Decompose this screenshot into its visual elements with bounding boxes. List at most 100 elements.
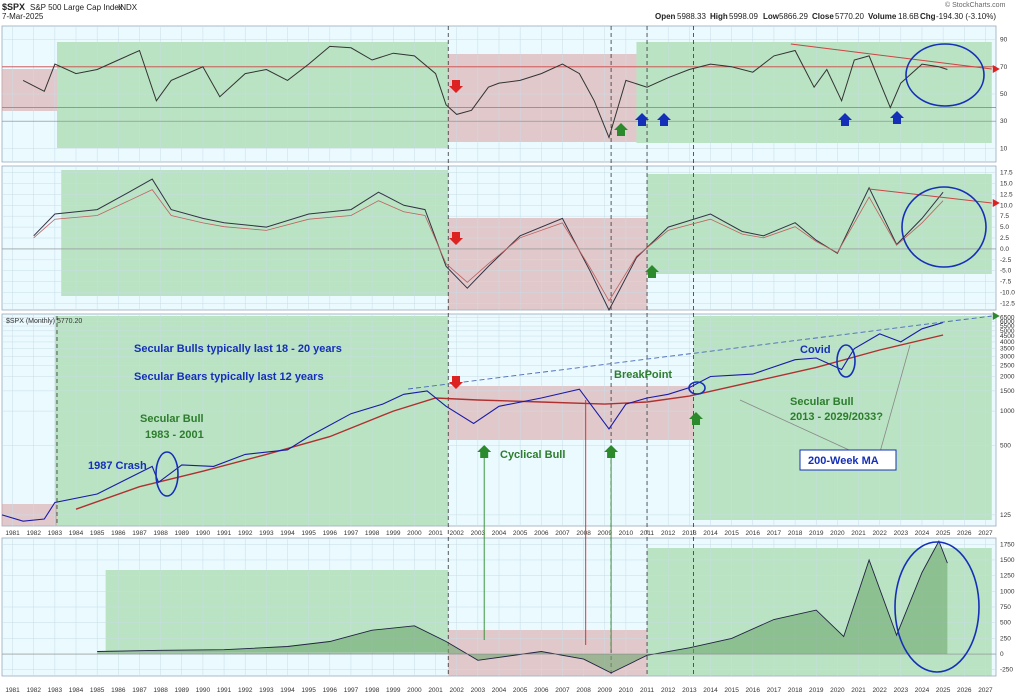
secular-bull-1-years: 1983 - 2001 — [145, 429, 204, 441]
tick-year-bottom-2020: 2020 — [830, 687, 845, 694]
bottom-circle — [894, 541, 980, 673]
tick-year-bottom-2014: 2014 — [703, 687, 718, 694]
tick-year-1994: 1994 — [280, 530, 295, 537]
tick-year-1987: 1987 — [132, 530, 147, 537]
tick-year-bottom-2003: 2003 — [471, 687, 486, 694]
tick-year-bottom-1992: 1992 — [238, 687, 253, 694]
macd-tick--2.5: -2.5 — [1000, 257, 1012, 264]
tick-year-2004: 2004 — [492, 530, 507, 537]
covid-circle — [836, 344, 856, 378]
tick-year-2005: 2005 — [513, 530, 528, 537]
tick-year-bottom-1988: 1988 — [153, 687, 168, 694]
tick-year-2009: 2009 — [598, 530, 613, 537]
macd-tick-10.0: 10.0 — [1000, 202, 1013, 209]
price-tick-6000: 6000 — [1000, 319, 1015, 326]
macd-arrow-red — [992, 199, 1000, 207]
symbol: $SPX — [2, 2, 26, 12]
rsi-tick-30: 30 — [1000, 118, 1008, 125]
volume-label: Volume — [868, 12, 897, 21]
ma-pointer-2 — [879, 344, 911, 453]
rsi-tick-70: 70 — [1000, 64, 1008, 71]
volume-value: 18.6B — [898, 12, 919, 21]
high-label: High — [710, 12, 728, 21]
tick-year-2001: 2001 — [428, 530, 443, 537]
tick-year-bottom-2007: 2007 — [555, 687, 570, 694]
close-value: 5770.20 — [835, 12, 864, 21]
tick-year-bottom-1981: 1981 — [5, 687, 20, 694]
brand-logo: © StockCharts.com — [945, 2, 1006, 9]
macd-down-arrow — [449, 232, 463, 245]
tick-year-2025: 2025 — [936, 530, 951, 537]
bottom-area — [97, 541, 948, 673]
price-line — [1, 321, 944, 522]
tick-year-1991: 1991 — [217, 530, 232, 537]
rsi-trendline — [790, 43, 992, 70]
secular-bulls-note: Secular Bulls typically last 18 - 20 yea… — [134, 343, 342, 355]
tick-year-bottom-2013: 2013 — [682, 687, 697, 694]
tick-year-bottom-2008: 2008 — [576, 687, 591, 694]
macd-tick--10.0: -10.0 — [1000, 290, 1015, 297]
price-bull-zone-2 — [693, 316, 992, 520]
macd-trendline — [869, 188, 992, 204]
tick-year-1998: 1998 — [365, 530, 380, 537]
tick-year-2020: 2020 — [830, 530, 845, 537]
secular-bears-note: Secular Bears typically last 12 years — [134, 371, 324, 383]
macd-tick--7.5: -7.5 — [1000, 279, 1012, 286]
price-tick-4500: 4500 — [1000, 333, 1015, 340]
tick-year-2024: 2024 — [915, 530, 930, 537]
tick-year-1999: 1999 — [386, 530, 401, 537]
open-label: Open — [655, 12, 676, 21]
tick-year-bottom-2025: 2025 — [936, 687, 951, 694]
macd-tick-17.5: 17.5 — [1000, 170, 1013, 177]
rsi-up-arrow-green — [614, 123, 628, 136]
tick-year-2021: 2021 — [851, 530, 866, 537]
tick-year-2027: 2027 — [978, 530, 993, 537]
open-value: 5988.33 — [677, 12, 706, 21]
rsi-circle — [905, 43, 985, 107]
chart-header: $SPX S&P 500 Large Cap Index INDX 7-Mar-… — [0, 0, 1023, 24]
tick-year-2019: 2019 — [809, 530, 824, 537]
price-tick-500: 500 — [1000, 443, 1011, 450]
price-tick-5500: 5500 — [1000, 323, 1015, 330]
tick-year-2014: 2014 — [703, 530, 718, 537]
ma-pointer-1 — [739, 399, 861, 456]
chg-label: Chg — [920, 12, 936, 21]
tick-year-1986: 1986 — [111, 530, 126, 537]
tick-year-bottom-1996: 1996 — [323, 687, 338, 694]
tick-year-bottom-2023: 2023 — [894, 687, 909, 694]
tick-year-bottom-1983: 1983 — [48, 687, 63, 694]
tick-year-bottom-2022: 2022 — [872, 687, 887, 694]
tick-year-bottom-2010: 2010 — [619, 687, 634, 694]
tick-year-1995: 1995 — [301, 530, 316, 537]
tick-year-bottom-2009: 2009 — [598, 687, 613, 694]
price-trendline-upper — [408, 315, 992, 390]
tick-year-bottom-2017: 2017 — [767, 687, 782, 694]
bottom-tick-500: 500 — [1000, 620, 1011, 627]
bottom-tick-750: 750 — [1000, 604, 1011, 611]
rsi-up-arrow-blue-1 — [635, 113, 649, 126]
tick-year-1993: 1993 — [259, 530, 274, 537]
tick-year-bottom-2006: 2006 — [534, 687, 549, 694]
rsi-line — [22, 45, 948, 140]
tick-year-bottom-1990: 1990 — [196, 687, 211, 694]
tick-year-2013: 2013 — [682, 530, 697, 537]
price-tick-3500: 3500 — [1000, 346, 1015, 353]
tick-year-2011: 2011 — [640, 530, 654, 537]
tick-year-2007: 2007 — [555, 530, 570, 537]
ma-200-week-label: 200-Week MA — [808, 455, 879, 467]
ma-200-line — [75, 334, 944, 510]
tick-year-bottom-1989: 1989 — [175, 687, 190, 694]
price-tick-1000: 1000 — [1000, 408, 1015, 415]
tick-year-bottom-1995: 1995 — [301, 687, 316, 694]
tick-year-1992: 1992 — [238, 530, 253, 537]
tick-year-1984: 1984 — [69, 530, 84, 537]
tick-year-bottom-2011: 2011 — [640, 687, 654, 694]
bottom-tick-1750: 1750 — [1000, 541, 1015, 548]
tick-year-2017: 2017 — [767, 530, 782, 537]
macd-up-arrow-green — [645, 265, 659, 278]
covid-label: Covid — [800, 344, 831, 356]
low-value: 5866.29 — [779, 12, 808, 21]
bottom-line — [97, 540, 948, 674]
macd-bear-zone — [448, 218, 648, 310]
rsi-tick-10: 10 — [1000, 145, 1008, 152]
